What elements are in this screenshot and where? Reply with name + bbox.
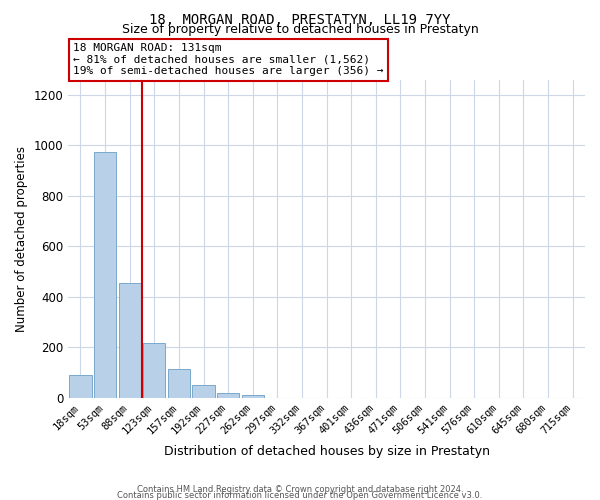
Bar (217, 392, 239, 398)
Text: Size of property relative to detached houses in Prestatyn: Size of property relative to detached ho… (122, 22, 478, 36)
Text: Contains HM Land Registry data © Crown copyright and database right 2024.: Contains HM Land Registry data © Crown c… (137, 484, 463, 494)
Bar (143, 344, 166, 398)
Text: Contains public sector information licensed under the Open Government Licence v3: Contains public sector information licen… (118, 490, 482, 500)
X-axis label: Distribution of detached houses by size in Prestatyn: Distribution of detached houses by size … (164, 444, 490, 458)
Bar (168, 369, 190, 398)
Bar (242, 394, 264, 398)
Bar (193, 385, 215, 398)
Text: 18, MORGAN ROAD, PRESTATYN, LL19 7YY: 18, MORGAN ROAD, PRESTATYN, LL19 7YY (149, 12, 451, 26)
Bar (94, 152, 116, 398)
Text: 18 MORGAN ROAD: 131sqm
← 81% of detached houses are smaller (1,562)
19% of semi-: 18 MORGAN ROAD: 131sqm ← 81% of detached… (73, 43, 384, 76)
Y-axis label: Number of detached properties: Number of detached properties (15, 146, 28, 332)
Bar (119, 284, 141, 398)
Bar (70, 376, 92, 398)
